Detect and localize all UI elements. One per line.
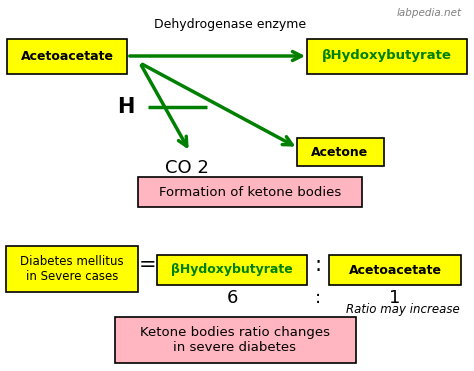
FancyBboxPatch shape: [138, 177, 362, 207]
Text: βHydoxybutyrate: βHydoxybutyrate: [171, 263, 293, 276]
Text: Ketone bodies ratio changes
in severe diabetes: Ketone bodies ratio changes in severe di…: [140, 326, 330, 354]
Text: Acetoacetate: Acetoacetate: [348, 263, 441, 276]
FancyBboxPatch shape: [329, 255, 461, 285]
Text: :: :: [315, 289, 321, 307]
Text: Diabetes mellitus
in Severe cases: Diabetes mellitus in Severe cases: [20, 255, 124, 283]
Text: CO 2: CO 2: [165, 159, 209, 177]
Text: 6: 6: [226, 289, 237, 307]
Text: :: :: [315, 255, 321, 275]
Text: Formation of ketone bodies: Formation of ketone bodies: [159, 186, 341, 198]
FancyBboxPatch shape: [7, 39, 127, 74]
FancyBboxPatch shape: [307, 39, 467, 74]
FancyBboxPatch shape: [115, 317, 356, 363]
Text: =: =: [139, 255, 157, 275]
Text: Acetone: Acetone: [311, 145, 369, 158]
Text: labpedia.net: labpedia.net: [397, 8, 462, 18]
Text: βHydoxybutyrate: βHydoxybutyrate: [322, 49, 452, 62]
FancyBboxPatch shape: [6, 246, 138, 292]
Text: Dehydrogenase enzyme: Dehydrogenase enzyme: [154, 18, 306, 31]
Text: 1: 1: [389, 289, 401, 307]
Text: H: H: [118, 97, 135, 117]
FancyBboxPatch shape: [297, 138, 384, 166]
Text: Ratio may increase: Ratio may increase: [346, 303, 460, 316]
Text: Acetoacetate: Acetoacetate: [20, 49, 113, 62]
FancyBboxPatch shape: [157, 255, 307, 285]
